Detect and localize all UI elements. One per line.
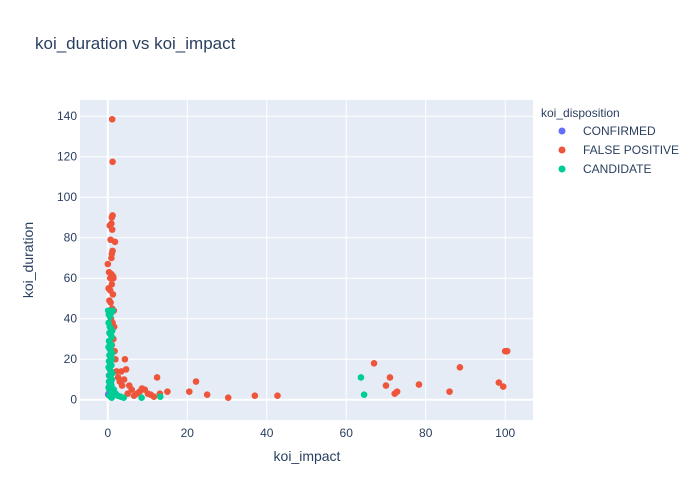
data-point	[108, 214, 116, 221]
data-point	[118, 382, 126, 389]
data-point	[138, 394, 145, 402]
data-point	[109, 158, 116, 166]
y-tick-label: 60	[64, 271, 78, 285]
data-point	[107, 299, 114, 306]
data-point	[456, 364, 464, 371]
data-points	[104, 115, 511, 402]
x-tick-label: 20	[181, 426, 195, 440]
y-tick-label: 20	[64, 352, 78, 366]
legend-title: koi_disposition	[541, 106, 620, 120]
x-tick-label: 100	[495, 426, 515, 440]
data-point	[251, 392, 259, 399]
x-tick-label: 40	[260, 426, 274, 440]
x-tick-label: 80	[419, 426, 433, 440]
data-point	[108, 394, 116, 402]
x-axis-title: koi_impact	[274, 448, 341, 464]
legend-item-label: CANDIDATE	[583, 162, 651, 176]
data-point	[446, 388, 453, 395]
data-point	[386, 374, 394, 381]
x-axis-ticks: 0 20 40 60 80 100	[104, 426, 515, 440]
data-point	[192, 378, 200, 385]
data-point	[499, 383, 507, 390]
x-tick-label: 0	[104, 426, 111, 440]
data-point	[121, 355, 129, 363]
data-point	[360, 391, 368, 398]
data-point	[357, 374, 365, 381]
legend-marker	[558, 146, 566, 154]
data-point	[104, 260, 112, 268]
data-point	[124, 390, 131, 397]
legend-item-label: FALSE POSITIVE	[583, 143, 679, 157]
data-point	[224, 394, 232, 402]
data-point	[108, 254, 115, 262]
legend: koi_disposition CONFIRMED FALSE POSITIVE C…	[541, 106, 679, 176]
data-point	[122, 366, 130, 373]
data-point	[108, 115, 116, 123]
data-point	[156, 393, 164, 401]
y-tick-label: 120	[57, 150, 77, 164]
data-point	[150, 393, 158, 401]
legend-item-label: CONFIRMED	[583, 124, 656, 138]
y-axis-title: koi_duration	[20, 222, 36, 298]
data-point	[120, 394, 128, 402]
data-point	[128, 386, 135, 393]
data-point	[153, 374, 161, 381]
chart-title: koi_duration vs koi_impact	[35, 34, 236, 53]
data-point	[382, 382, 390, 389]
data-point	[164, 388, 171, 395]
data-point	[109, 291, 117, 298]
gridlines	[80, 100, 533, 420]
data-point	[495, 379, 503, 386]
data-point	[274, 392, 281, 399]
data-point	[185, 388, 193, 395]
legend-marker	[558, 127, 566, 135]
y-tick-label: 80	[64, 231, 78, 245]
data-point	[415, 381, 423, 388]
y-axis-ticks: 0 20 40 60 80 100 120 140	[57, 109, 77, 407]
data-point	[107, 236, 114, 244]
data-point	[393, 388, 401, 395]
plot-area	[80, 100, 533, 420]
x-tick-label: 60	[340, 426, 354, 440]
legend-marker	[558, 165, 566, 173]
data-point	[109, 307, 116, 314]
data-point	[370, 359, 378, 367]
data-point	[110, 274, 117, 282]
data-point	[120, 376, 128, 383]
data-point	[503, 347, 511, 355]
y-tick-label: 0	[70, 393, 77, 407]
data-point	[108, 226, 116, 233]
y-tick-label: 140	[57, 109, 77, 123]
y-tick-label: 40	[64, 312, 78, 326]
y-tick-label: 100	[57, 190, 77, 204]
data-point	[203, 391, 211, 398]
